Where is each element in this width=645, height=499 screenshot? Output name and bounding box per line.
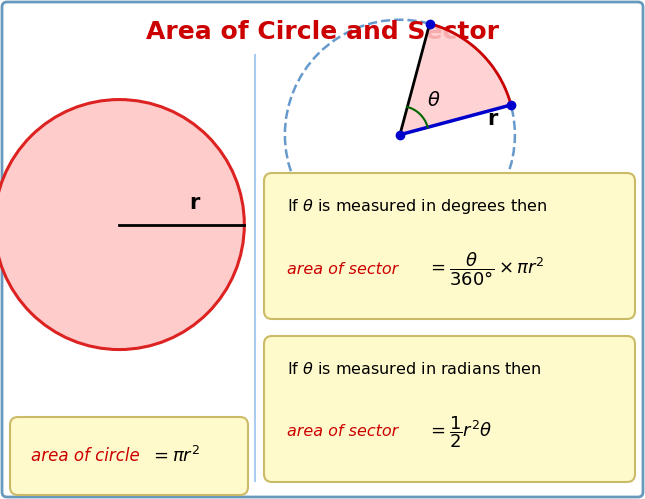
Text: $= \dfrac{1}{2} r^2\theta$: $= \dfrac{1}{2} r^2\theta$ [427,414,492,450]
Text: $= \pi r^2$: $= \pi r^2$ [150,446,200,466]
Text: r: r [488,109,498,129]
Text: Area of Circle and Sector: Area of Circle and Sector [146,20,499,44]
Polygon shape [400,23,511,135]
FancyBboxPatch shape [10,417,248,495]
Ellipse shape [0,99,244,350]
Text: r: r [189,193,199,213]
Text: $= \dfrac{\theta}{360°} \times \pi r^2$: $= \dfrac{\theta}{360°} \times \pi r^2$ [427,250,545,288]
Text: area of circle: area of circle [31,447,140,465]
Text: area of sector: area of sector [287,425,398,440]
Text: If $\theta$ is measured in radians then: If $\theta$ is measured in radians then [287,361,542,377]
Text: If $\theta$ is measured in degrees then: If $\theta$ is measured in degrees then [287,197,547,216]
Text: $\theta$: $\theta$ [427,91,441,110]
FancyBboxPatch shape [264,173,635,319]
FancyBboxPatch shape [264,336,635,482]
Text: area of sector: area of sector [287,261,398,276]
